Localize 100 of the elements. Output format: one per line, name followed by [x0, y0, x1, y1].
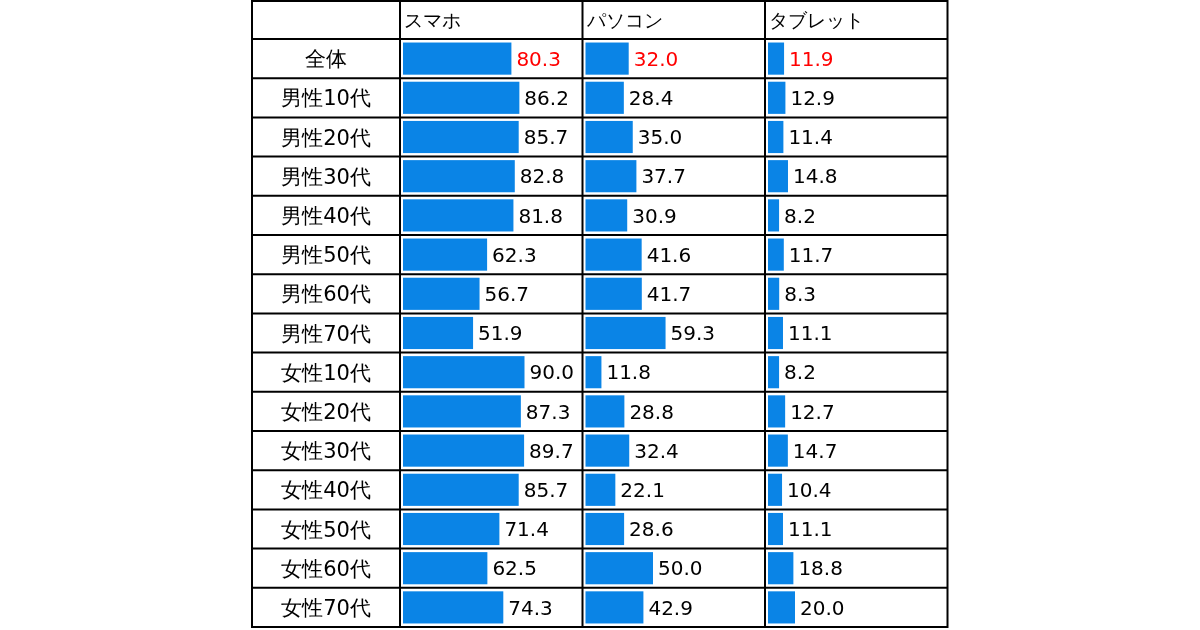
chart-title: タブレット — [769, 9, 864, 31]
bar — [768, 81, 786, 114]
bar — [585, 552, 653, 585]
data-label: 56.7 — [484, 282, 530, 306]
y-tick-label: 男性20代 — [281, 125, 371, 150]
data-label: 32.0 — [633, 46, 679, 71]
chart-title: パソコン — [585, 9, 663, 31]
data-label: 28.4 — [628, 86, 674, 110]
data-label: 51.9 — [478, 321, 523, 346]
data-label: 42.9 — [648, 595, 693, 620]
data-label: 85.7 — [523, 125, 569, 150]
data-label: 90.0 — [529, 360, 575, 385]
data-label: 62.5 — [492, 556, 537, 581]
data-label: 87.3 — [525, 399, 571, 424]
bar — [768, 395, 786, 428]
data-label: 8.2 — [784, 360, 816, 385]
bar — [585, 434, 630, 467]
bar — [768, 277, 780, 310]
bar — [403, 473, 519, 506]
bar — [768, 512, 783, 546]
data-label: 32.4 — [634, 438, 679, 463]
data-label: 12.9 — [790, 86, 835, 110]
bar — [403, 199, 514, 232]
data-label: 35.0 — [637, 125, 683, 150]
bar — [768, 316, 783, 350]
bar — [768, 356, 780, 389]
bar — [403, 434, 525, 467]
y-tick-label: 男性60代 — [281, 282, 371, 307]
data-label: 10.4 — [787, 478, 832, 502]
data-label: 89.7 — [529, 438, 574, 463]
data-label: 12.7 — [790, 399, 835, 424]
bar — [585, 160, 637, 193]
bar — [585, 120, 633, 154]
data-label: 86.2 — [524, 86, 569, 110]
data-label: 11.1 — [787, 321, 833, 346]
data-label: 71.4 — [504, 517, 549, 542]
data-label: 41.7 — [646, 282, 692, 306]
y-tick-label: 男性70代 — [281, 321, 371, 346]
data-label: 14.8 — [792, 164, 838, 189]
data-label: 50.0 — [658, 556, 703, 581]
bar — [403, 81, 520, 114]
y-tick-label: 男性50代 — [281, 243, 371, 268]
data-label: 11.4 — [788, 125, 833, 150]
y-tick-label: 女性70代 — [281, 595, 371, 620]
bar — [768, 552, 794, 585]
data-label: 80.3 — [516, 46, 561, 71]
data-label: 22.1 — [620, 478, 665, 502]
bar — [768, 42, 785, 75]
bar — [403, 395, 521, 428]
data-label: 82.8 — [519, 164, 565, 189]
data-label: 62.3 — [492, 242, 537, 267]
chart-title: スマホ — [404, 9, 461, 31]
bar — [768, 120, 784, 154]
bar — [585, 356, 602, 389]
y-tick-label: 女性40代 — [281, 478, 371, 503]
bar — [403, 356, 525, 389]
y-tick-label: 男性30代 — [281, 164, 371, 189]
bar — [403, 160, 515, 193]
bar — [403, 512, 500, 546]
y-tick-label: 女性30代 — [281, 439, 371, 464]
bar — [768, 434, 788, 467]
bar — [585, 316, 666, 350]
data-label: 85.7 — [523, 478, 569, 502]
bar — [585, 277, 642, 310]
y-tick-label: 女性60代 — [281, 556, 371, 581]
data-label: 41.6 — [646, 242, 692, 267]
bar — [768, 199, 780, 232]
y-tick-label: 女性50代 — [281, 517, 371, 542]
bar — [585, 473, 616, 506]
data-label: 37.7 — [641, 164, 686, 189]
y-tick-label: 男性10代 — [281, 86, 371, 111]
data-label: 11.1 — [787, 517, 833, 542]
y-tick-label: 女性20代 — [281, 399, 371, 424]
bar — [768, 591, 795, 624]
y-tick-label: 男性40代 — [281, 203, 371, 228]
bar — [768, 238, 784, 271]
bar — [403, 120, 519, 154]
bar — [403, 316, 474, 350]
data-label: 20.0 — [800, 595, 845, 620]
bar — [585, 512, 625, 546]
bar — [585, 42, 629, 75]
data-label: 81.8 — [518, 203, 563, 228]
data-label: 28.6 — [629, 517, 674, 542]
data-label: 18.8 — [798, 556, 843, 581]
data-label: 11.7 — [788, 242, 834, 267]
bar — [403, 42, 512, 75]
data-label: 74.3 — [508, 595, 553, 620]
bar — [585, 591, 644, 624]
data-label: 28.8 — [629, 399, 674, 424]
bar — [585, 199, 628, 232]
bar — [403, 277, 480, 310]
bar — [585, 238, 642, 271]
y-tick-label: 全体 — [305, 47, 347, 72]
bar — [585, 395, 625, 428]
bar — [403, 591, 504, 624]
data-label: 11.8 — [606, 360, 651, 385]
data-label: 14.7 — [792, 438, 838, 463]
bar — [768, 160, 788, 193]
data-label: 8.3 — [784, 282, 817, 306]
data-label: 30.9 — [632, 203, 677, 228]
